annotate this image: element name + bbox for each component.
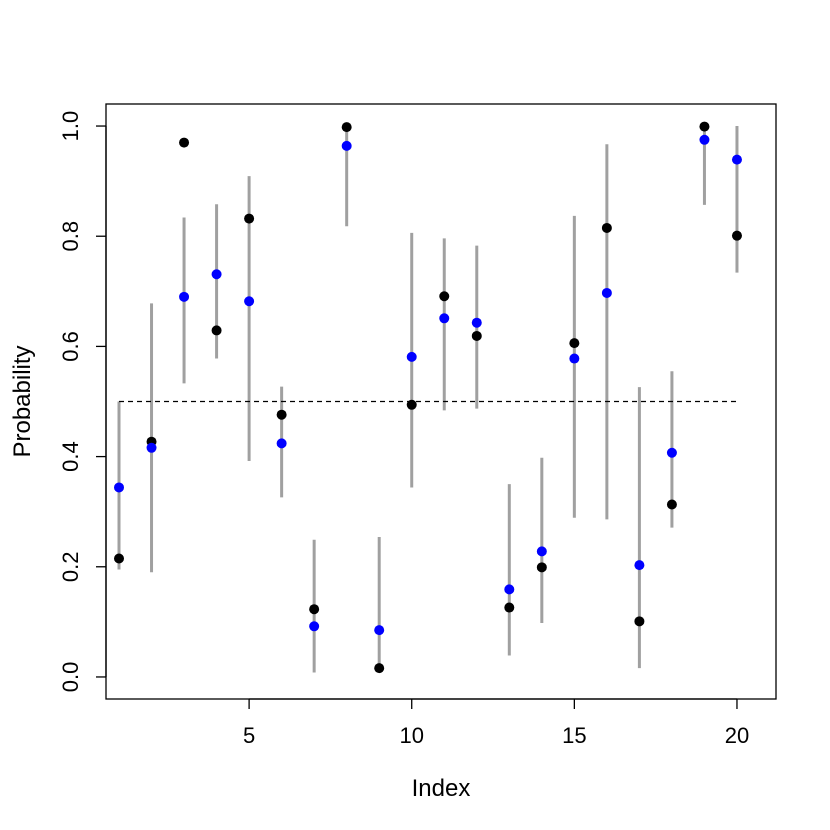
x-tick-label: 20 (725, 723, 749, 748)
black-point (601, 222, 612, 233)
blue-point (309, 621, 320, 632)
blue-point (471, 317, 482, 328)
blue-point (276, 438, 287, 449)
blue-point (341, 140, 352, 151)
blue-point (569, 353, 580, 364)
y-tick-label: 0.8 (58, 221, 83, 252)
blue-point (146, 442, 157, 453)
x-tick-label: 15 (562, 723, 586, 748)
y-tick-label: 1.0 (58, 111, 83, 142)
black-point (309, 604, 320, 615)
y-tick-label: 0.0 (58, 662, 83, 693)
blue-point (731, 154, 742, 165)
plot-frame (105, 103, 777, 700)
blue-point (699, 134, 710, 145)
blue-point (211, 269, 222, 280)
y-tick-label: 0.6 (58, 331, 83, 362)
blue-point (504, 584, 515, 595)
y-tick-label: 0.2 (58, 551, 83, 582)
black-point (244, 213, 255, 224)
y-tick-label: 0.4 (58, 441, 83, 472)
black-point (731, 230, 742, 241)
blue-point (439, 313, 450, 324)
black-point (699, 121, 710, 132)
black-point (114, 553, 125, 564)
blue-point (666, 447, 677, 458)
points-layer (114, 121, 742, 674)
black-point (179, 137, 190, 148)
black-point (406, 399, 417, 410)
black-point (471, 330, 482, 341)
blue-point (406, 351, 417, 362)
blue-point (114, 482, 125, 493)
interval-lines (117, 126, 739, 673)
x-tick-label: 5 (243, 723, 255, 748)
black-point (569, 338, 580, 349)
blue-point (601, 287, 612, 298)
black-point (374, 663, 385, 674)
axes-layer: 5 10 15 20 0.0 0.2 0.4 0.6 0.8 1.0 (58, 111, 749, 748)
blue-point (244, 296, 255, 307)
black-point (504, 602, 515, 613)
black-point (634, 616, 645, 627)
blue-point (179, 291, 190, 302)
blue-point (536, 546, 547, 557)
black-point (666, 499, 677, 510)
x-tick-label: 10 (399, 723, 423, 748)
x-axis-title: Index (412, 775, 471, 802)
blue-point (634, 560, 645, 571)
black-point (276, 409, 287, 420)
black-point (439, 291, 450, 302)
black-point (341, 122, 352, 133)
blue-point (374, 625, 385, 636)
y-axis-title: Probability (9, 345, 36, 457)
black-point (536, 562, 547, 573)
black-point (211, 325, 222, 336)
